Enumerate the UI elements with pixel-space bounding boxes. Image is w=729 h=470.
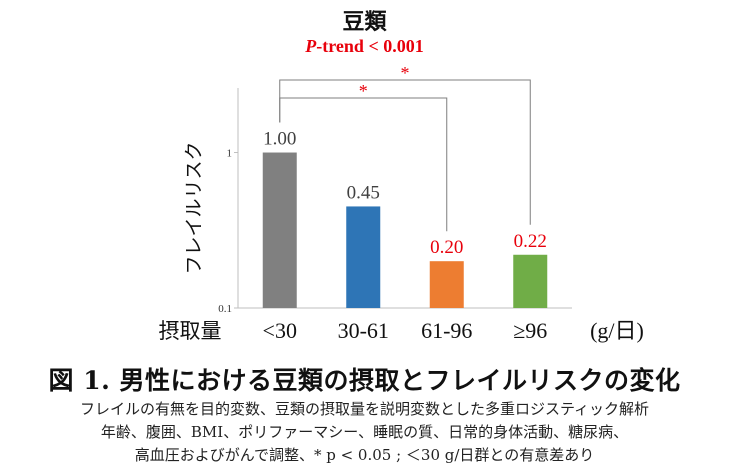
- figure-title: 図 1. 男性における豆類の摂取とフレイルリスクの変化: [48, 366, 681, 395]
- p-trend-rest: -trend < 0.001: [316, 36, 424, 56]
- x-tick-label: ≥96: [513, 318, 547, 343]
- y-tick-label: 1: [227, 148, 233, 160]
- bar-value-label: 0.45: [347, 182, 380, 203]
- bar-value-label: 1.00: [263, 129, 296, 150]
- chart-title: 豆類: [342, 10, 387, 35]
- x-axis-label: 摂取量: [159, 319, 222, 343]
- y-ticks: 0.11: [218, 148, 238, 315]
- significance-brackets: **: [279, 63, 531, 232]
- figure-note-line: フレイルの有無を目的変数、豆類の摂取量を説明変数とした多重ロジスティック解析: [79, 400, 650, 418]
- bar-chart: 0.11 1.000.450.20 0.22 ** <30 30-61 61-96 ≥9…: [159, 63, 644, 343]
- bar: [346, 206, 381, 308]
- figure-note-line: 高血圧およびがんで調整、* p < 0.05 ; ＜30 g/日群との有意差あり: [134, 446, 595, 464]
- y-axis-label: フレイルリスク: [183, 141, 205, 274]
- bar-value-label: 0.20: [430, 237, 463, 258]
- x-tick-label: <30: [263, 318, 297, 343]
- bar: [513, 254, 548, 308]
- x-axis-unit: (g/日): [590, 318, 644, 343]
- significance-star: *: [401, 63, 410, 83]
- p-italic: P: [305, 36, 317, 56]
- bar: [262, 152, 297, 308]
- p-trend-label: P-trend < 0.001: [0, 36, 729, 57]
- y-tick-label: 0.1: [218, 303, 232, 315]
- x-tick-label: 61-96: [421, 318, 472, 343]
- figure-note-line: 年齢、腹囲、BMI、ポリファーマシー、睡眠の質、日常的身体活動、糖尿病、: [100, 423, 629, 441]
- bar-value-label: 0.22: [514, 231, 547, 252]
- significance-star: *: [359, 81, 368, 101]
- bar: [429, 261, 464, 308]
- significance-bracket: [279, 79, 531, 225]
- x-tick-label: 30-61: [338, 318, 389, 343]
- x-tick-labels: <30 30-61 61-96 ≥96: [263, 318, 548, 343]
- bars: 1.00 0.45 0.20 0.22: [262, 129, 548, 308]
